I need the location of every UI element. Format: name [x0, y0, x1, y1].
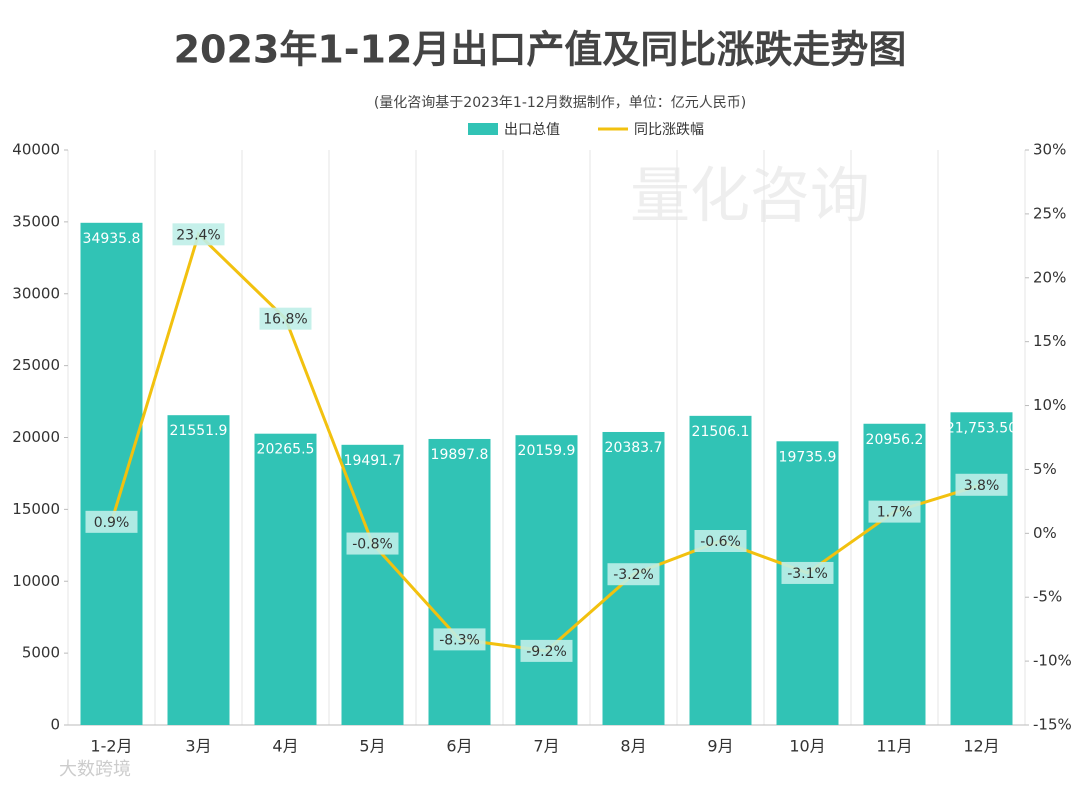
y-tick-label: 25000	[12, 356, 60, 374]
x-tick-label: 6月	[446, 737, 472, 756]
y-tick-label: 20000	[12, 428, 60, 446]
bar-value-label: 34935.8	[83, 231, 141, 247]
line-label-box	[781, 561, 834, 584]
bar	[863, 423, 926, 725]
line-label-box	[172, 223, 225, 246]
y2-tick-label: 5%	[1033, 460, 1057, 478]
line-value-label: -0.6%	[700, 534, 741, 550]
y2-tick-label: 25%	[1033, 204, 1066, 222]
bar-value-label: 21551.9	[170, 423, 228, 439]
y2-tick-label: -5%	[1033, 588, 1062, 606]
bar-value-label: 21,753.50	[946, 420, 1017, 436]
line-value-label: -9.2%	[526, 644, 567, 660]
x-tick-label: 10月	[789, 737, 825, 756]
line-label-box	[259, 307, 312, 330]
y-tick-label: 10000	[12, 572, 60, 590]
source-logo: 大数跨境	[59, 759, 131, 780]
bar-value-label: 19897.8	[431, 447, 489, 463]
y-tick-label: 30000	[12, 284, 60, 302]
line-value-label: 23.4%	[176, 227, 220, 243]
x-tick-label: 7月	[533, 737, 559, 756]
bar	[167, 415, 230, 725]
y-tick-label: 40000	[12, 141, 60, 159]
bar	[515, 435, 578, 725]
bar	[689, 415, 752, 725]
bar-value-label: 20159.9	[518, 443, 576, 459]
y-tick-label: 15000	[12, 500, 60, 518]
line-value-label: 1.7%	[877, 505, 913, 521]
line-value-label: 16.8%	[263, 312, 307, 328]
x-tick-label: 3月	[185, 737, 211, 756]
x-tick-label: 4月	[272, 737, 298, 756]
line-value-label: -3.1%	[787, 566, 828, 582]
y2-tick-label: 20%	[1033, 268, 1066, 286]
chart-subtitle: (量化咨询基于2023年1-12月数据制作，单位：亿元人民币)	[374, 94, 746, 111]
line-label-box	[868, 500, 921, 523]
bar-value-label: 19735.9	[779, 449, 837, 465]
y-tick-label: 0	[50, 716, 60, 734]
y2-tick-label: 15%	[1033, 332, 1066, 350]
watermark: 量化咨询	[630, 162, 870, 232]
line-label-box	[694, 530, 747, 552]
bar-value-label: 20956.2	[866, 432, 924, 448]
x-tick-label: 1-2月	[90, 737, 132, 756]
y-tick-label: 35000	[12, 212, 60, 230]
line-value-label: -0.8%	[352, 537, 393, 553]
y-tick-label: 5000	[22, 644, 60, 662]
x-tick-label: 8月	[620, 737, 646, 756]
line-value-label: 3.8%	[964, 478, 1000, 494]
bar	[80, 222, 143, 725]
x-tick-label: 5月	[359, 737, 385, 756]
line-value-label: 0.9%	[94, 515, 130, 531]
bar	[950, 412, 1013, 725]
bar-value-label: 21506.1	[692, 424, 750, 440]
legend-label: 出口总值	[504, 122, 560, 138]
chart-title: 2023年1-12月出口产值及同比涨跌走势图	[174, 28, 907, 72]
legend-label: 同比涨跌幅	[634, 122, 704, 138]
line-label-box	[955, 473, 1008, 496]
line-label-box	[346, 532, 399, 555]
line-value-label: -8.3%	[439, 632, 480, 648]
line-label-box	[520, 639, 573, 662]
line-label-box	[433, 628, 486, 651]
bar	[254, 433, 317, 725]
line-label-box	[607, 563, 660, 586]
y2-tick-label: -10%	[1033, 652, 1072, 670]
legend-swatch	[468, 123, 498, 135]
bar-value-label: 20383.7	[605, 440, 663, 456]
y2-tick-label: 30%	[1033, 141, 1066, 159]
y2-tick-label: 10%	[1033, 396, 1066, 414]
y2-tick-label: -15%	[1033, 716, 1072, 734]
bar	[428, 438, 491, 725]
x-tick-label: 11月	[876, 737, 912, 756]
x-tick-label: 12月	[963, 737, 999, 756]
y2-tick-label: 0%	[1033, 524, 1057, 542]
bar-value-label: 20265.5	[257, 442, 315, 458]
bar-value-label: 19491.7	[344, 453, 402, 469]
line-value-label: -3.2%	[613, 567, 654, 583]
x-tick-label: 9月	[707, 737, 733, 756]
line-label-box	[85, 510, 138, 533]
